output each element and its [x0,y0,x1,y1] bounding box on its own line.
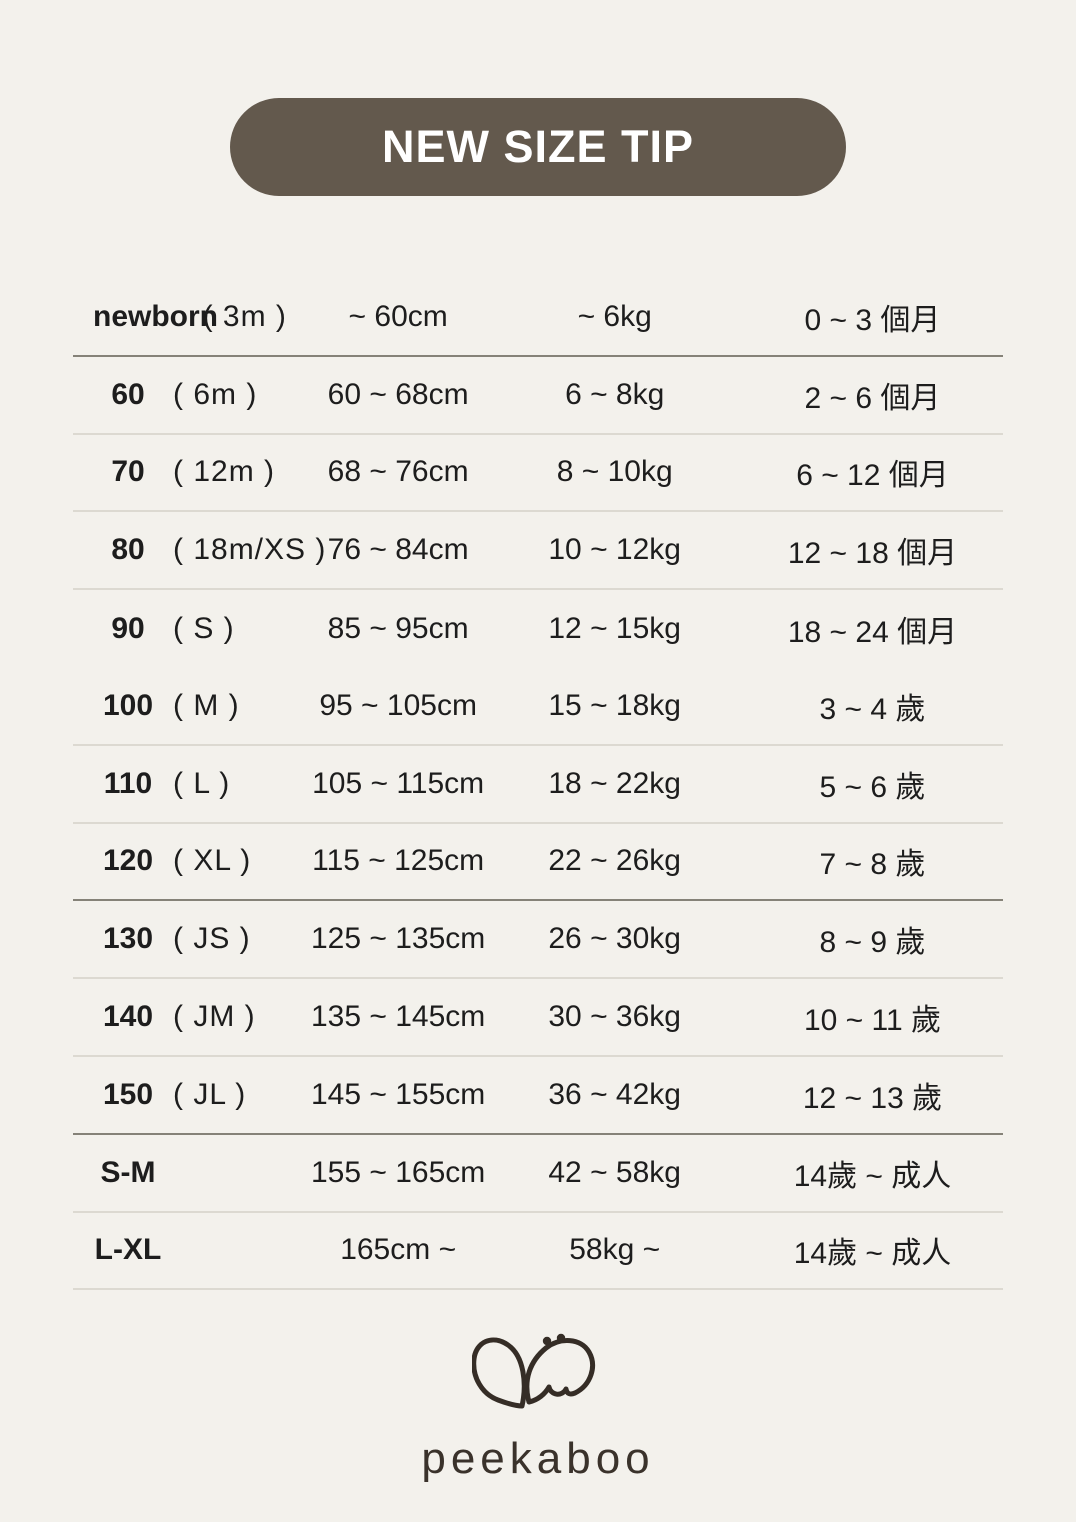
brand-wordmark: peekaboo [421,1434,655,1483]
table-row: 140 ( JM ) 135 ~ 145cm 30 ~ 36kg 10 ~ 11… [73,979,1003,1057]
height-cell: 76 ~ 84cm [327,533,469,567]
age-cell: 14歲 ~ 成人 [793,1159,952,1193]
size-cell: 130 ( JS ) [73,922,287,956]
size-code: 110 [103,766,153,800]
size-cell: 90 ( S ) [73,612,287,646]
table-row: 130 ( JS ) 125 ~ 135cm 26 ~ 30kg 8 ~ 9 歲 [73,901,1003,980]
weight-cell: 8 ~ 10kg [556,455,673,489]
size-alias: ( XL ) [173,844,252,878]
table-row: 100 ( M ) 95 ~ 105cm 15 ~ 18kg 3 ~ 4 歲 [73,668,1003,746]
age-cell: 14歲 ~ 成人 [793,1237,952,1271]
size-cell: 70 ( 12m ) [73,455,287,489]
size-code: 130 [102,922,154,956]
size-code: 140 [102,1000,154,1034]
table-row: 120 ( XL ) 115 ~ 125cm 22 ~ 26kg 7 ~ 8 歲 [73,824,1003,902]
size-alias: ( 18m/XS ) [173,533,327,567]
height-cell: 85 ~ 95cm [327,612,469,646]
table-row: 80 ( 18m/XS ) 76 ~ 84cm 10 ~ 12kg 12 ~ 1… [73,512,1003,591]
age-cell: 2 ~ 6 個月 [804,381,941,415]
height-cell: 60 ~ 68cm [327,377,469,411]
page-title: NEW SIZE TIP [381,121,694,172]
size-cell: 110 ( L ) [73,767,287,801]
size-code: newborn [93,299,218,333]
age-cell: 8 ~ 9 歲 [819,926,926,960]
title-pill: NEW SIZE TIP [230,98,846,196]
size-cell: L-XL [73,1233,287,1267]
size-cell: 80 ( 18m/XS ) [73,533,325,567]
size-code: 70 [111,455,145,489]
age-cell: 5 ~ 6 歲 [819,770,926,804]
weight-cell: 6 ~ 8kg [565,377,665,411]
weight-cell: 10 ~ 12kg [548,533,681,567]
table-row: L-XL 165cm ~ 58kg ~ 14歲 ~ 成人 [73,1213,1003,1291]
size-code: L-XL [94,1233,162,1267]
weight-cell: 30 ~ 36kg [548,1000,681,1034]
age-cell: 12 ~ 13 歲 [802,1081,943,1115]
age-cell: 18 ~ 24 個月 [787,616,958,650]
size-cell: S-M [73,1156,287,1190]
table-row: 60 ( 6m ) 60 ~ 68cm 6 ~ 8kg 2 ~ 6 個月 [73,357,1003,435]
size-cell: 150 ( JL ) [73,1078,287,1112]
age-cell: 10 ~ 11 歲 [803,1004,941,1038]
height-cell: 95 ~ 105cm [319,688,477,722]
weight-cell: 15 ~ 18kg [548,688,681,722]
table-row: 150 ( JL ) 145 ~ 155cm 36 ~ 42kg 12 ~ 13… [73,1057,1003,1135]
size-code: 120 [102,844,154,878]
brand-footer: peekaboo [0,1328,1076,1484]
size-cell: newborn ( 3m ) [73,300,287,334]
table-row: 110 ( L ) 105 ~ 115cm 18 ~ 22kg 5 ~ 6 歲 [73,746,1003,824]
height-cell: 135 ~ 145cm [310,1000,486,1034]
age-cell: 12 ~ 18 個月 [787,537,958,571]
table-row: 70 ( 12m ) 68 ~ 76cm 8 ~ 10kg 6 ~ 12 個月 [73,435,1003,513]
weight-cell: ~ 6kg [577,299,652,333]
size-code: 150 [102,1077,154,1111]
size-alias: ( S ) [173,612,235,646]
weight-cell: 18 ~ 22kg [548,766,681,800]
table-row: newborn ( 3m ) ~ 60cm ~ 6kg 0 ~ 3 個月 [73,279,1003,357]
age-cell: 3 ~ 4 歲 [819,692,926,726]
size-alias: ( JM ) [173,1000,256,1034]
weight-cell: 26 ~ 30kg [548,922,681,956]
table-row: 90 ( S ) 85 ~ 95cm 12 ~ 15kg 18 ~ 24 個月 [73,590,1003,668]
size-alias: ( M ) [173,688,240,722]
age-cell: 0 ~ 3 個月 [804,303,941,337]
height-cell: 125 ~ 135cm [310,922,486,956]
size-code: 60 [111,377,145,411]
weight-cell: 36 ~ 42kg [548,1077,681,1111]
size-code: S-M [100,1155,156,1189]
size-cell: 100 ( M ) [73,689,287,723]
size-alias: ( 6m ) [173,377,258,411]
peekaboo-butterfly-logo-icon [472,1333,595,1409]
height-cell: 155 ~ 165cm [310,1155,486,1189]
weight-cell: 22 ~ 26kg [548,844,681,878]
size-code: 80 [111,533,145,567]
height-cell: 115 ~ 125cm [312,844,485,878]
weight-cell: 58kg ~ [569,1233,661,1267]
height-cell: ~ 60cm [348,299,448,333]
height-cell: 145 ~ 155cm [310,1077,486,1111]
table-row: S-M 155 ~ 165cm 42 ~ 58kg 14歲 ~ 成人 [73,1135,1003,1213]
size-cell: 140 ( JM ) [73,1000,287,1034]
size-table: newborn ( 3m ) ~ 60cm ~ 6kg 0 ~ 3 個月 60 … [73,279,1003,1291]
height-cell: 165cm ~ [340,1233,457,1267]
weight-cell: 42 ~ 58kg [548,1155,681,1189]
size-alias: ( 12m ) [173,455,276,489]
height-cell: 105 ~ 115cm [312,766,485,800]
height-cell: 68 ~ 76cm [327,455,469,489]
size-cell: 120 ( XL ) [73,844,287,878]
size-alias: ( JS ) [173,922,251,956]
size-code: 90 [111,612,145,646]
size-code: 100 [102,688,154,722]
size-alias: ( JL ) [173,1077,247,1111]
size-cell: 60 ( 6m ) [73,378,287,412]
size-alias: ( L ) [173,766,231,800]
age-cell: 6 ~ 12 個月 [796,459,949,493]
size-alias: ( 3m ) [202,299,287,333]
age-cell: 7 ~ 8 歲 [819,848,926,882]
weight-cell: 12 ~ 15kg [548,612,681,646]
